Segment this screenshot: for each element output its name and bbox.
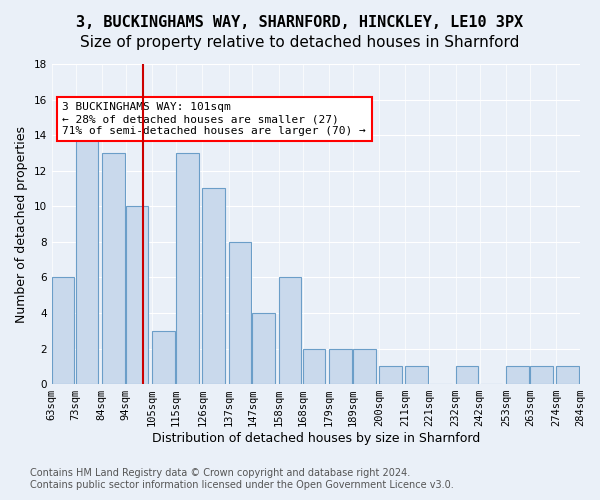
Bar (202, 188, 225, 384)
Bar (126, 206, 148, 384)
Y-axis label: Number of detached properties: Number of detached properties (15, 126, 28, 322)
Bar (302, 348, 325, 384)
Bar (76, 135, 98, 384)
Bar (329, 348, 352, 384)
Text: Size of property relative to detached houses in Sharnford: Size of property relative to detached ho… (80, 35, 520, 50)
Bar (52, 278, 74, 384)
Bar (279, 278, 301, 384)
Bar (406, 366, 428, 384)
Text: 3 BUCKINGHAMS WAY: 101sqm
← 28% of detached houses are smaller (27)
71% of semi-: 3 BUCKINGHAMS WAY: 101sqm ← 28% of detac… (62, 102, 366, 136)
Bar (455, 366, 478, 384)
Bar (379, 366, 402, 384)
Bar (176, 153, 199, 384)
Bar (556, 366, 579, 384)
Text: 3, BUCKINGHAMS WAY, SHARNFORD, HINCKLEY, LE10 3PX: 3, BUCKINGHAMS WAY, SHARNFORD, HINCKLEY,… (76, 15, 524, 30)
Bar (253, 313, 275, 384)
Bar (229, 242, 251, 384)
Bar (152, 330, 175, 384)
Bar (102, 153, 125, 384)
Bar (506, 366, 529, 384)
Text: Contains HM Land Registry data © Crown copyright and database right 2024.
Contai: Contains HM Land Registry data © Crown c… (30, 468, 454, 490)
X-axis label: Distribution of detached houses by size in Sharnford: Distribution of detached houses by size … (152, 432, 480, 445)
Bar (353, 348, 376, 384)
Bar (530, 366, 553, 384)
